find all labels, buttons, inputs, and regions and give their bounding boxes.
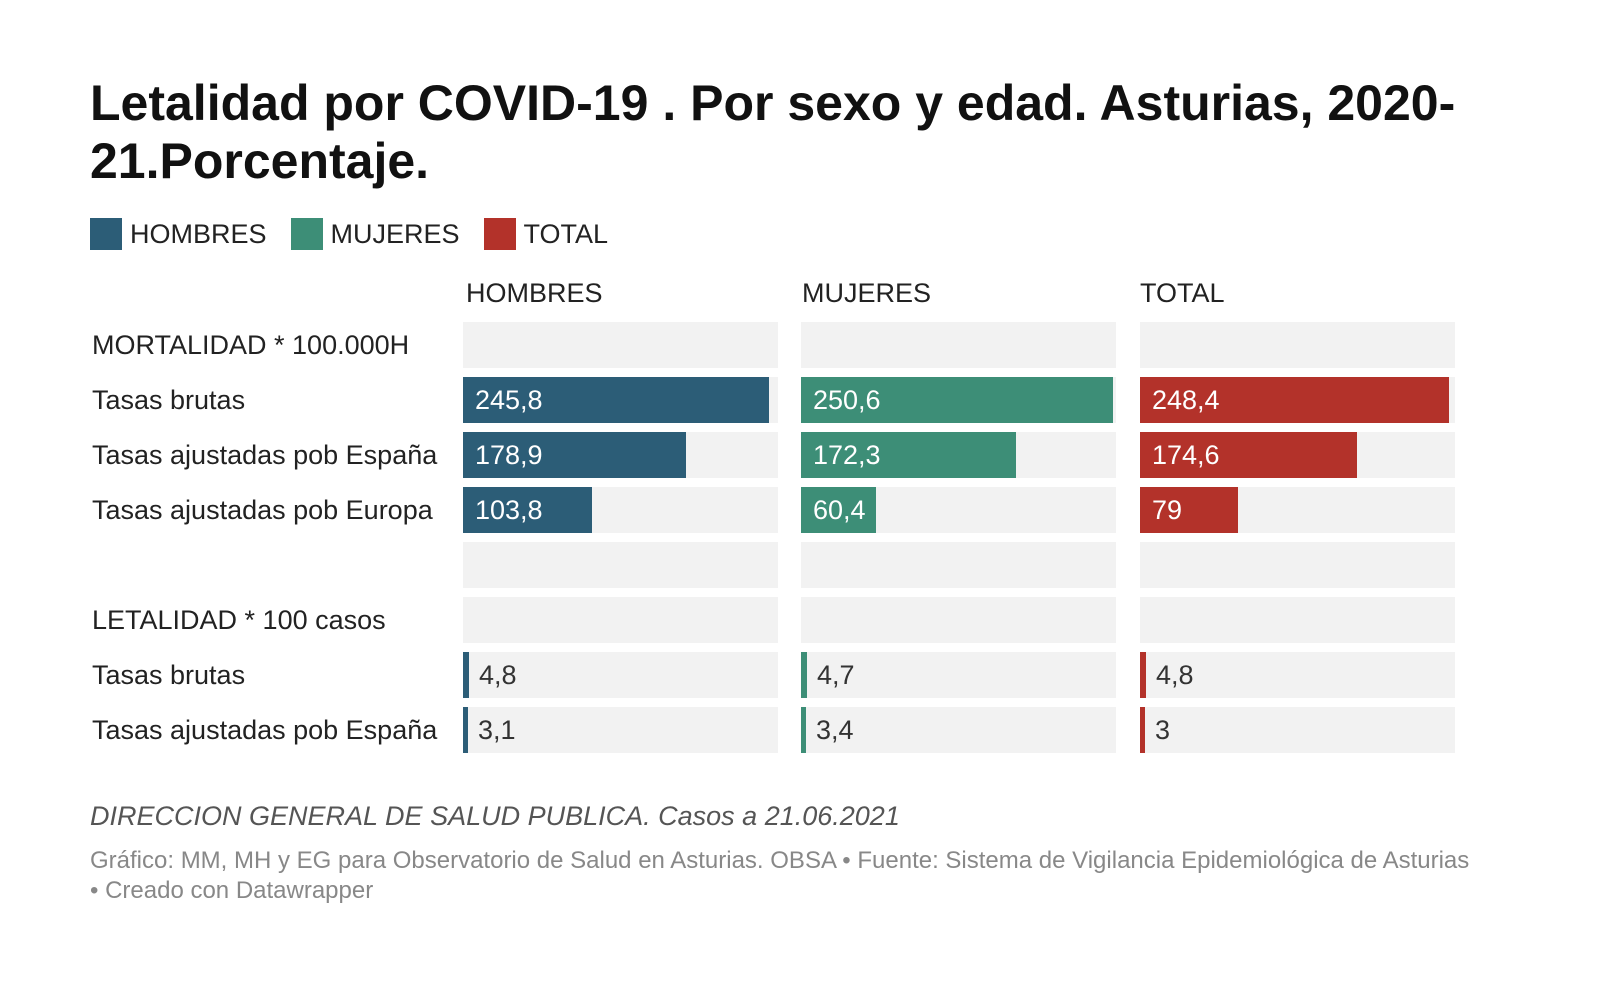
bar-track-mujeres (801, 597, 1116, 643)
bar-track-total: 174,6 (1140, 432, 1455, 478)
legend-label-hombres: HOMBRES (130, 218, 267, 249)
bar-track-mujeres: 60,4 (801, 487, 1116, 533)
row-label: Tasas brutas (92, 660, 246, 690)
column-header-hombres: HOMBRES (466, 278, 603, 308)
bar-track-total (1140, 322, 1455, 368)
bar-hombres (463, 487, 592, 533)
bar-track-hombres: 103,8 (463, 487, 778, 533)
bar-track-hombres: 4,8 (463, 652, 778, 698)
legend-label-mujeres: MUJERES (330, 218, 460, 249)
legend-swatch-hombres (90, 218, 122, 250)
bar-track-total: 4,8 (1140, 652, 1455, 698)
bar-track-hombres: 178,9 (463, 432, 778, 478)
row-label: LETALIDAD * 100 casos (92, 605, 386, 635)
data-label-hombres: 103,8 (475, 495, 543, 525)
column-header-total: TOTAL (1140, 278, 1225, 308)
bar-track-hombres (463, 322, 778, 368)
data-label-hombres: 4,8 (479, 660, 517, 690)
legend-swatch-total (483, 218, 516, 250)
bar-track-mujeres (801, 322, 1116, 368)
data-label-mujeres: 250,6 (813, 385, 881, 415)
bar-track-total: 248,4 (1140, 377, 1455, 423)
bar-total (1140, 432, 1357, 478)
legend-swatch-mujeres (290, 218, 323, 250)
data-label-hombres: 245,8 (475, 385, 543, 415)
row-label: Tasas ajustadas pob España (92, 715, 438, 745)
bar-track-total (1140, 597, 1455, 643)
bar-hombres (463, 707, 468, 753)
data-label-total: 79 (1152, 495, 1183, 525)
bar-track-total (1140, 542, 1455, 588)
data-label-total: 3 (1155, 715, 1171, 745)
bar-total (1140, 707, 1145, 753)
bar-total (1140, 652, 1146, 698)
bar-track-hombres (463, 597, 778, 643)
legend-item-hombres: HOMBRES (90, 218, 267, 250)
bar-track-total: 3 (1140, 707, 1455, 753)
bar-hombres (463, 432, 686, 478)
row-label: MORTALIDAD * 100.000H (92, 330, 410, 360)
bar-mujeres (801, 652, 807, 698)
data-label-mujeres: 4,7 (817, 660, 855, 690)
bar-track-mujeres (801, 542, 1116, 588)
data-label-mujeres: 3,4 (816, 715, 854, 745)
legend-item-mujeres: MUJERES (290, 218, 460, 250)
bar-track-mujeres: 4,7 (801, 652, 1116, 698)
legend-label-total: TOTAL (523, 218, 609, 249)
bar-track-mujeres: 172,3 (801, 432, 1116, 478)
bar-hombres (463, 652, 469, 698)
row-label: Tasas brutas (92, 385, 246, 415)
chart-footer: Gráfico: MM, MH y EG para Observatorio d… (90, 847, 1470, 904)
bar-track-mujeres: 250,6 (801, 377, 1116, 423)
data-label-hombres: 178,9 (475, 440, 543, 470)
bar-track-hombres (463, 542, 778, 588)
data-label-total: 174,6 (1152, 440, 1220, 470)
bar-track-hombres: 3,1 (463, 707, 778, 753)
bar-mujeres (801, 377, 1113, 423)
bar-hombres (463, 377, 769, 423)
bar-total (1140, 487, 1238, 533)
column-header-mujeres: MUJERES (802, 278, 932, 308)
data-label-mujeres: 172,3 (813, 440, 881, 470)
bar-track-hombres: 245,8 (463, 377, 778, 423)
data-label-total: 248,4 (1152, 385, 1220, 415)
bar-mujeres (801, 707, 806, 753)
data-label-hombres: 3,1 (478, 715, 516, 745)
chart-notes: DIRECCION GENERAL DE SALUD PUBLICA. Caso… (90, 801, 900, 831)
chart-title: Letalidad por COVID-19 . Por sexo y edad… (90, 75, 1456, 189)
row-label: Tasas ajustadas pob Europa (92, 495, 433, 525)
row-label: Tasas ajustadas pob España (92, 440, 438, 470)
bar-total (1140, 377, 1449, 423)
bar-track-mujeres: 3,4 (801, 707, 1116, 753)
bar-mujeres (801, 487, 876, 533)
data-label-total: 4,8 (1156, 660, 1194, 690)
legend-item-total: TOTAL (483, 218, 609, 250)
bar-track-total: 79 (1140, 487, 1455, 533)
legend: HOMBRES MUJERES TOTAL (90, 217, 632, 251)
data-label-mujeres: 60,4 (813, 495, 866, 525)
bar-mujeres (801, 432, 1016, 478)
